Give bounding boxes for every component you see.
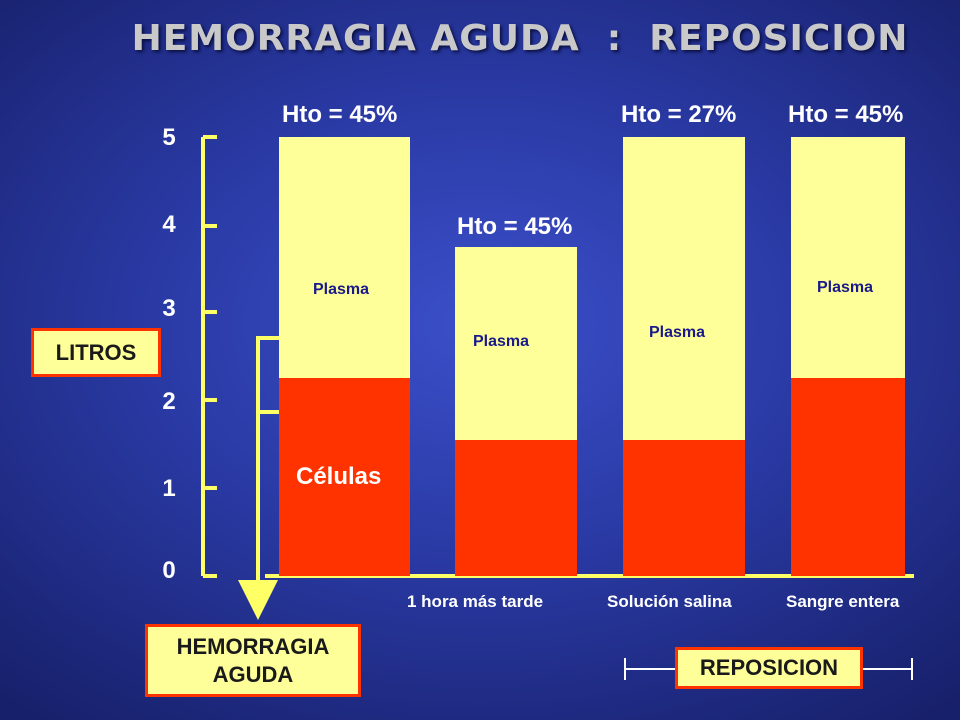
y-tick-3: 3 xyxy=(162,295,176,322)
hemorrhage-box-line-1: HEMORRAGIA xyxy=(176,634,330,659)
y-tick-0: 0 xyxy=(162,557,176,584)
bar-whole-blood-cells xyxy=(791,378,905,576)
y-tick-1: 1 xyxy=(162,475,176,502)
bar-whole-blood xyxy=(791,137,905,576)
reposicion-bracket xyxy=(624,658,913,680)
x-label-one-hour-later: 1 hora más tarde xyxy=(407,592,544,611)
hto-label-one-hour-later: Hto = 45% xyxy=(457,213,573,240)
hto-label-saline: Hto = 27% xyxy=(621,101,737,128)
bar-one-hour-later xyxy=(455,246,577,576)
reposicion-box: REPOSICION xyxy=(675,647,863,689)
bar-one-hour-later-cells xyxy=(455,439,577,576)
x-label-saline: Solución salina xyxy=(607,592,732,611)
hto-label-whole-blood: Hto = 45% xyxy=(788,101,904,128)
liters-box: LITROS xyxy=(31,328,161,377)
hemorrhage-bracket xyxy=(238,336,279,620)
plasma-label-whole-blood: Plasma xyxy=(817,279,874,296)
liters-axis xyxy=(201,135,217,578)
bar-initial-cells xyxy=(279,378,410,576)
hemorrhage-box-line-2: AGUDA xyxy=(212,662,294,687)
y-tick-5: 5 xyxy=(162,124,176,151)
plasma-label-one-hour-later: Plasma xyxy=(473,333,530,350)
plasma-label-initial: Plasma xyxy=(313,281,370,298)
bar-initial xyxy=(279,137,410,576)
bar-saline-cells xyxy=(623,439,745,576)
slide-title: HEMORRAGIA AGUDA : REPOSICION xyxy=(131,18,909,59)
hemorrhage-box: HEMORRAGIA AGUDA xyxy=(145,624,361,697)
bar-saline xyxy=(623,137,745,576)
y-tick-2: 2 xyxy=(162,388,176,415)
x-label-whole-blood: Sangre entera xyxy=(786,592,900,611)
y-tick-4: 4 xyxy=(162,211,176,238)
plasma-label-saline: Plasma xyxy=(649,324,706,341)
cells-label: Células xyxy=(296,463,382,490)
hto-label-initial: Hto = 45% xyxy=(282,101,398,128)
